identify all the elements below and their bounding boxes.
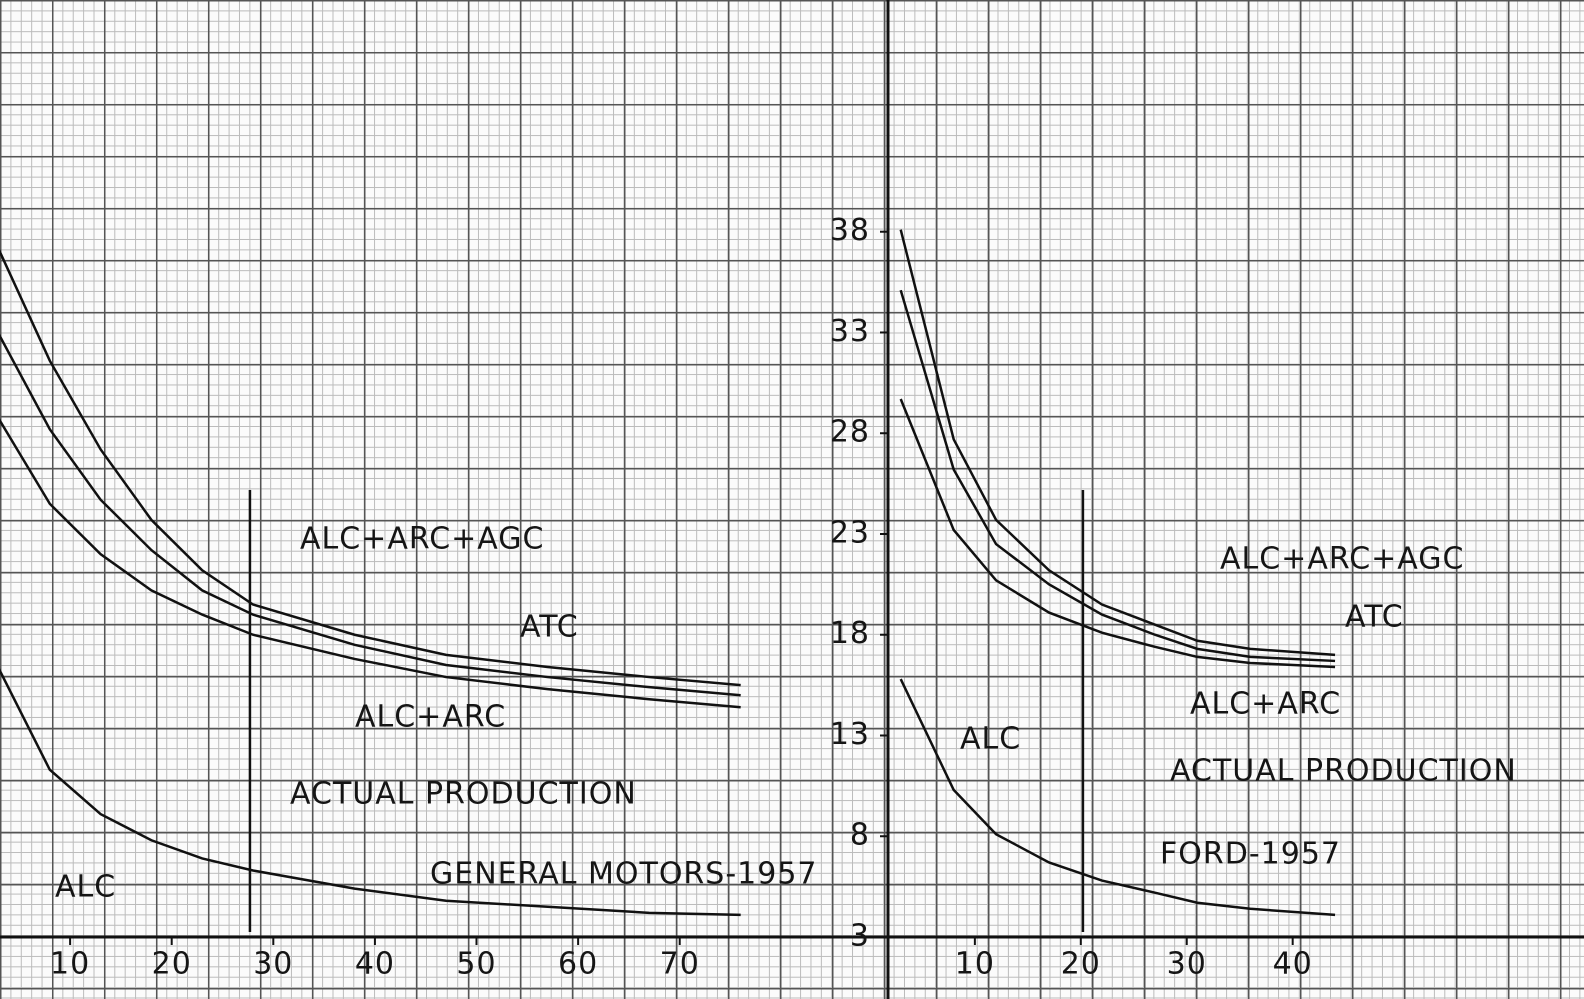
chart-title: GENERAL MOTORS-1957 <box>430 857 818 892</box>
chart-title: FORD-1957 <box>1160 837 1341 872</box>
x-tick-label: 60 <box>558 947 598 982</box>
x-tick-label: 40 <box>1273 947 1313 982</box>
series-line <box>901 399 1335 667</box>
chart: 1020304050607038131823283338ATCALC+ARC+A… <box>0 0 1584 999</box>
y-tick-label: 8 <box>850 818 870 853</box>
x-tick-label: 10 <box>955 947 995 982</box>
x-tick-label: 40 <box>355 947 395 982</box>
y-tick-label: 23 <box>830 515 870 550</box>
series-label: ALC+ARC <box>355 700 506 735</box>
y-tick-label: 33 <box>830 314 870 349</box>
series-line <box>901 230 1335 655</box>
production-label: ACTUAL PRODUCTION <box>290 777 637 812</box>
x-tick-label: 30 <box>253 947 293 982</box>
x-tick-label: 70 <box>660 947 700 982</box>
series-label: ALC+ARC <box>1190 687 1341 722</box>
y-tick-label: 18 <box>830 616 870 651</box>
production-label: ACTUAL PRODUCTION <box>1170 754 1517 789</box>
y-tick-label: 13 <box>830 717 870 752</box>
series-label: ALC <box>960 722 1021 757</box>
page: 1020304050607038131823283338ATCALC+ARC+A… <box>0 0 1584 999</box>
x-tick-label: 10 <box>50 947 90 982</box>
x-tick-label: 20 <box>152 947 192 982</box>
series-line <box>0 250 741 685</box>
series-label: ALC+ARC+AGC <box>300 522 544 557</box>
series-label: ALC <box>55 870 116 905</box>
series-line <box>0 334 741 695</box>
x-tick-label: 50 <box>456 947 496 982</box>
y-tick-label: 28 <box>830 415 870 450</box>
series-line <box>901 290 1335 661</box>
series-label: ATC <box>1345 600 1404 635</box>
y-tick-label: 3 <box>850 919 870 954</box>
series-label: ALC+ARC+AGC <box>1220 542 1464 577</box>
y-tick-label: 38 <box>830 213 870 248</box>
series-label: ATC <box>520 610 579 645</box>
x-tick-label: 20 <box>1061 947 1101 982</box>
x-tick-label: 30 <box>1167 947 1207 982</box>
